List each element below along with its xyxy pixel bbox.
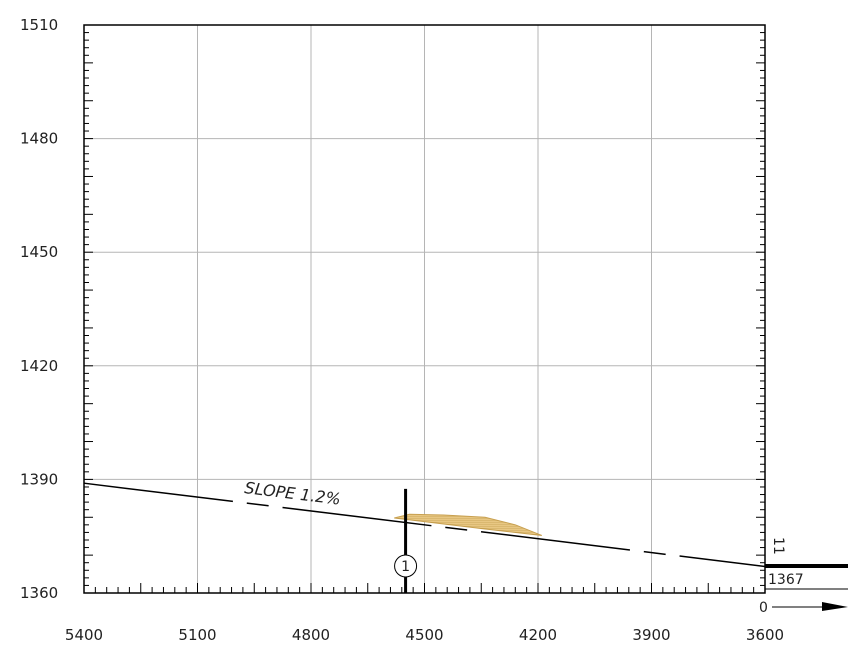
x-tick-label: 3900 [632, 626, 670, 644]
side-label: 11 [770, 537, 786, 555]
y-tick-label: 1480 [20, 130, 58, 148]
grid-lines [84, 25, 765, 593]
marker-label: 1 [401, 559, 410, 575]
y-tick-label: 1450 [20, 243, 58, 261]
x-tick-label: 4500 [405, 626, 443, 644]
y-axis-labels: 1510 1480 1450 1420 1390 1360 [20, 16, 58, 602]
arrow-head-icon [822, 602, 848, 611]
right-panel: 1367 11 0 [759, 537, 848, 616]
x-tick-label: 5400 [65, 626, 103, 644]
marker-circle [394, 554, 418, 578]
y-tick-label: 1360 [20, 584, 58, 602]
arrow-label: 0 [759, 600, 768, 616]
plot-frame [83, 24, 766, 594]
x-tick-label: 4200 [519, 626, 557, 644]
x-tick-label: 5100 [178, 626, 216, 644]
x-axis-labels: 5400 5100 4800 4500 4200 3900 3600 [65, 626, 784, 644]
elevation-value: 1367 [768, 572, 804, 588]
ground-line [83, 482, 766, 568]
ground-line-segment [83, 482, 766, 568]
y-tick-label: 1510 [20, 16, 58, 34]
minor-ticks [84, 32, 765, 593]
y-tick-label: 1390 [20, 470, 58, 488]
y-tick-label: 1420 [20, 357, 58, 375]
fill-area [394, 513, 542, 536]
station-marker: 1 [394, 488, 418, 593]
x-tick-label: 4800 [292, 626, 330, 644]
x-tick-label: 3600 [746, 626, 784, 644]
